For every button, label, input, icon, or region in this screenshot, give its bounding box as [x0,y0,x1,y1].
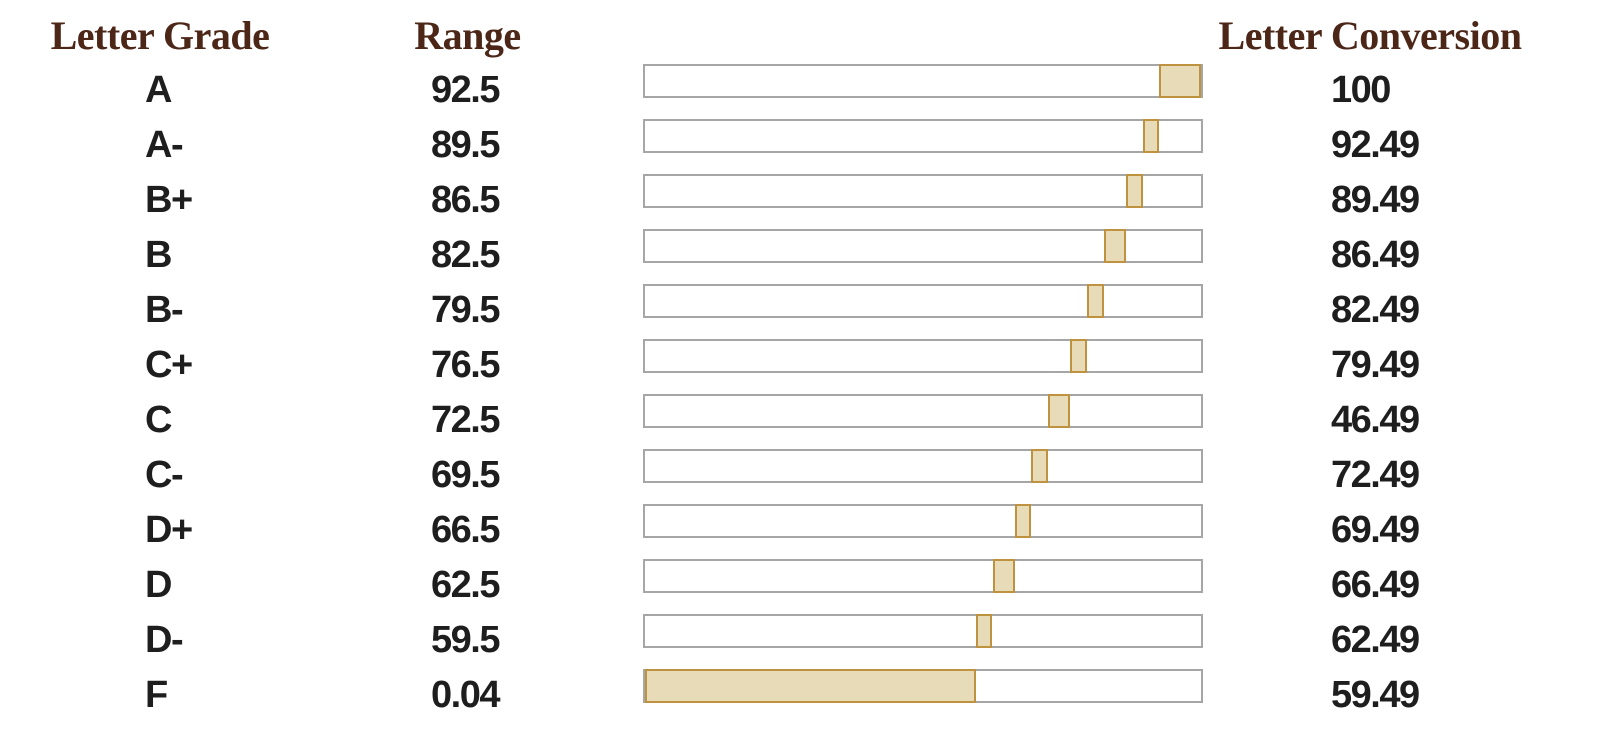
range-value: 62.5 [431,563,500,606]
conversion-value: 66.49 [1331,563,1420,606]
range-slider-thumb[interactable] [1159,64,1201,98]
conversion-value: 100 [1331,68,1391,111]
grade-row: A 92.5 100 [0,60,1600,115]
conversion-value: 86.49 [1331,233,1420,276]
conversion-value: 82.49 [1331,288,1420,331]
grade-row: B 82.5 86.49 [0,225,1600,280]
range-slider-track[interactable] [643,504,1203,538]
grade-letter-label: B- [145,288,184,331]
range-slider-track[interactable] [643,614,1203,648]
range-slider-thumb[interactable] [975,614,993,648]
conversion-value: 92.49 [1331,123,1420,166]
range-slider-track[interactable] [643,669,1203,703]
range-slider-track[interactable] [643,229,1203,263]
grade-row: D- 59.5 62.49 [0,610,1600,665]
grade-letter-label: C [145,398,172,441]
range-slider-thumb[interactable] [1070,339,1087,373]
conversion-value: 59.49 [1331,673,1420,716]
range-value: 82.5 [431,233,500,276]
range-slider-track[interactable] [643,119,1203,153]
conversion-value: 62.49 [1331,618,1420,661]
range-value: 72.5 [431,398,500,441]
range-slider-thumb[interactable] [1142,119,1160,153]
conversion-value: 79.49 [1331,343,1420,386]
conversion-value: 46.49 [1331,398,1420,441]
letter-grade-column-header: Letter Grade [50,13,270,58]
range-slider-thumb[interactable] [1014,504,1032,538]
grade-row: D 62.5 66.49 [0,555,1600,610]
grade-letter-label: C- [145,453,184,496]
range-value: 0.04 [431,673,500,716]
grade-letter-label: A- [145,123,184,166]
range-value: 66.5 [431,508,500,551]
grade-letter-label: F [145,673,168,716]
range-value: 92.5 [431,68,500,111]
range-value: 86.5 [431,178,500,221]
range-slider-thumb[interactable] [992,559,1015,593]
grade-letter-label: D+ [145,508,193,551]
grade-row: C- 69.5 72.49 [0,445,1600,500]
range-value: 59.5 [431,618,500,661]
range-slider-track[interactable] [643,284,1203,318]
grade-letter-label: A [145,68,172,111]
range-column-header: Range [414,13,521,58]
table-header-row: Letter Grade Range Letter Conversion [0,10,1600,62]
range-value: 79.5 [431,288,500,331]
range-slider-thumb[interactable] [1031,449,1049,483]
range-slider-thumb[interactable] [645,669,976,703]
grade-row: C 72.5 46.49 [0,390,1600,445]
grade-row: C+ 76.5 79.49 [0,335,1600,390]
letter-conversion-column-header: Letter Conversion [1218,13,1522,58]
range-value: 76.5 [431,343,500,386]
range-slider-track[interactable] [643,559,1203,593]
grade-letter-label: D [145,563,172,606]
range-slider-track[interactable] [643,394,1203,428]
grade-letter-label: C+ [145,343,193,386]
conversion-value: 89.49 [1331,178,1420,221]
range-slider-thumb[interactable] [1103,229,1126,263]
range-slider-track[interactable] [643,339,1203,373]
range-slider-thumb[interactable] [1125,174,1143,208]
range-slider-thumb[interactable] [1048,394,1071,428]
conversion-value: 69.49 [1331,508,1420,551]
conversion-value: 72.49 [1331,453,1420,496]
range-slider-track[interactable] [643,64,1203,98]
range-slider-track[interactable] [643,174,1203,208]
grade-row: D+ 66.5 69.49 [0,500,1600,555]
grade-row: F 0.04 59.49 [0,665,1600,720]
range-value: 69.5 [431,453,500,496]
grade-letter-label: B+ [145,178,193,221]
range-value: 89.5 [431,123,500,166]
range-slider-track[interactable] [643,449,1203,483]
grade-scheme-table: A 92.5 100 A- 89.5 92.49 B+ 86.5 89.49 B… [0,60,1600,720]
range-slider-thumb[interactable] [1087,284,1104,318]
grade-row: B- 79.5 82.49 [0,280,1600,335]
grade-letter-label: B [145,233,172,276]
grade-row: B+ 86.5 89.49 [0,170,1600,225]
grade-row: A- 89.5 92.49 [0,115,1600,170]
grade-letter-label: D- [145,618,184,661]
